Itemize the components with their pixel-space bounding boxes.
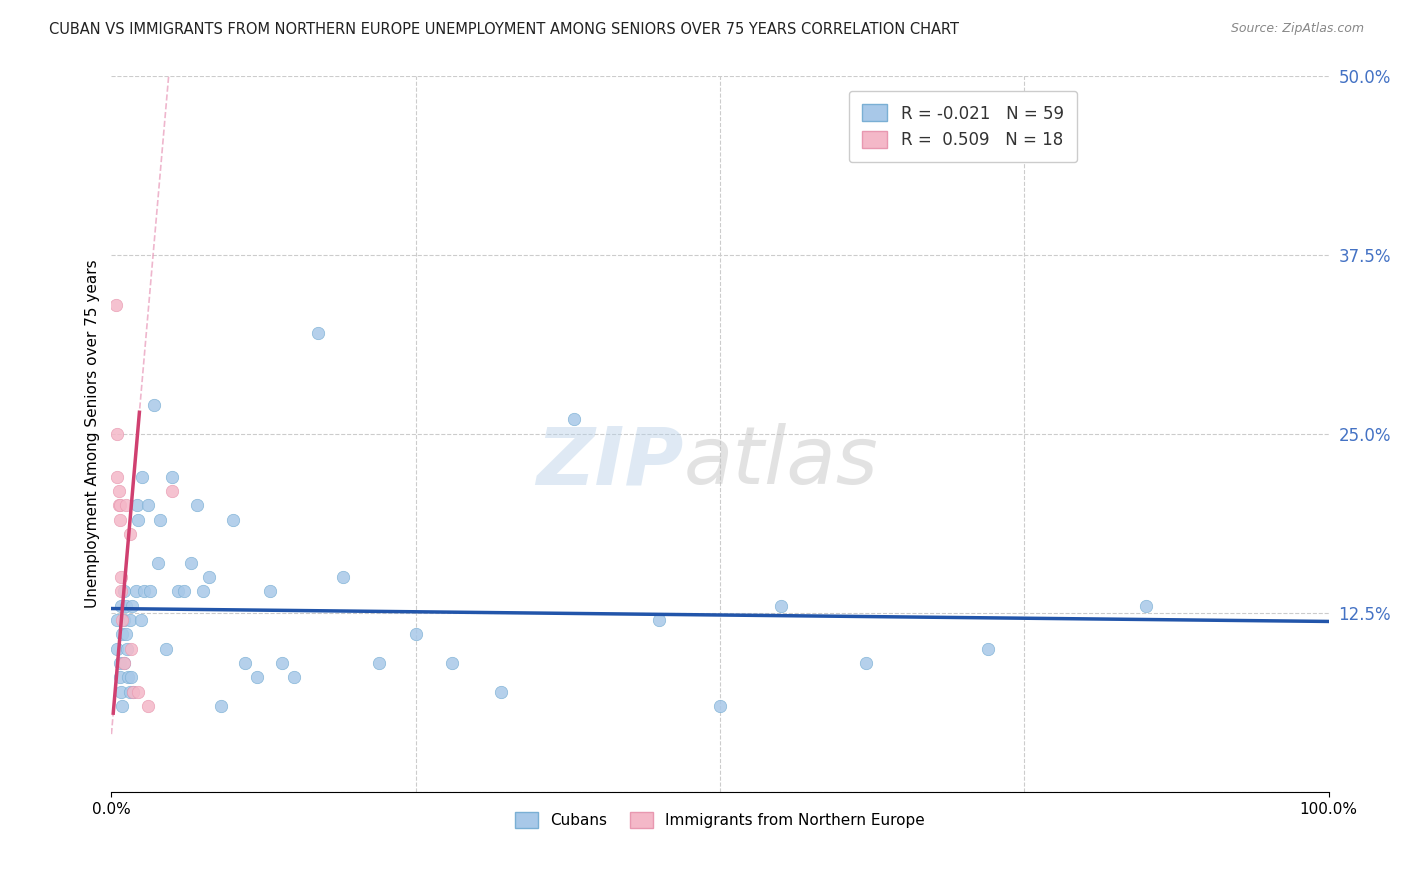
Point: [110, 584, 132, 599]
Point: [855, 656, 877, 670]
Point: [110, 684, 132, 698]
Point: [131, 469, 153, 483]
Point: [332, 570, 354, 584]
Point: [136, 499, 159, 513]
Point: [143, 398, 166, 412]
Point: [769, 599, 792, 613]
Point: [1135, 599, 1157, 613]
Point: [127, 513, 149, 527]
Point: [134, 584, 156, 599]
Point: [111, 698, 134, 713]
Point: [270, 656, 292, 670]
Point: [162, 469, 184, 483]
Point: [111, 627, 134, 641]
Point: [139, 584, 162, 599]
Point: [162, 484, 184, 499]
Point: [120, 641, 142, 656]
Point: [108, 670, 131, 684]
Point: [120, 670, 142, 684]
Point: [122, 684, 145, 698]
Point: [441, 656, 464, 670]
Point: [191, 584, 214, 599]
Point: [259, 584, 281, 599]
Point: [107, 426, 129, 441]
Point: [197, 570, 219, 584]
Point: [129, 613, 152, 627]
Point: [648, 613, 671, 627]
Point: [115, 599, 138, 613]
Point: [107, 613, 129, 627]
Point: [108, 656, 131, 670]
Point: [112, 656, 135, 670]
Point: [107, 499, 129, 513]
Text: atlas: atlas: [683, 424, 879, 501]
Point: [105, 298, 128, 312]
Point: [125, 499, 148, 513]
Point: [121, 599, 143, 613]
Point: [112, 656, 135, 670]
Point: [110, 570, 132, 584]
Legend: Cubans, Immigrants from Northern Europe: Cubans, Immigrants from Northern Europe: [509, 806, 931, 835]
Point: [111, 613, 134, 627]
Point: [108, 513, 131, 527]
Point: [125, 584, 148, 599]
Point: [107, 641, 129, 656]
Point: [209, 698, 232, 713]
Point: [122, 684, 145, 698]
Point: [115, 627, 138, 641]
Point: [118, 527, 141, 541]
Point: [107, 484, 129, 499]
Point: [107, 469, 129, 483]
Point: [118, 613, 141, 627]
Point: [246, 670, 269, 684]
Point: [405, 627, 427, 641]
Point: [117, 670, 139, 684]
Point: [222, 513, 245, 527]
Point: [180, 556, 202, 570]
Point: [167, 584, 190, 599]
Point: [149, 513, 172, 527]
Point: [233, 656, 256, 670]
Point: [977, 641, 1000, 656]
Point: [115, 641, 138, 656]
Point: [489, 684, 512, 698]
Point: [283, 670, 305, 684]
Point: [155, 641, 177, 656]
Point: [112, 584, 135, 599]
Point: [562, 412, 585, 426]
Point: [108, 499, 131, 513]
Point: [307, 326, 329, 341]
Point: [709, 698, 731, 713]
Text: Source: ZipAtlas.com: Source: ZipAtlas.com: [1230, 22, 1364, 36]
Point: [118, 684, 141, 698]
Text: CUBAN VS IMMIGRANTS FROM NORTHERN EUROPE UNEMPLOYMENT AMONG SENIORS OVER 75 YEAR: CUBAN VS IMMIGRANTS FROM NORTHERN EUROPE…: [49, 22, 959, 37]
Point: [136, 698, 159, 713]
Point: [110, 599, 132, 613]
Text: ZIP: ZIP: [536, 424, 683, 501]
Y-axis label: Unemployment Among Seniors over 75 years: Unemployment Among Seniors over 75 years: [86, 260, 100, 608]
Point: [115, 499, 138, 513]
Point: [127, 684, 149, 698]
Point: [368, 656, 391, 670]
Point: [112, 613, 135, 627]
Point: [186, 499, 208, 513]
Point: [173, 584, 195, 599]
Point: [146, 556, 169, 570]
